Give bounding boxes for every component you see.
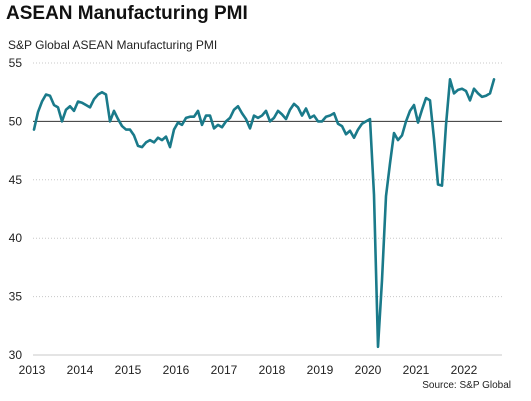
- x-tick-label: 2017: [211, 363, 238, 377]
- x-tick-label: 2016: [163, 363, 190, 377]
- chart-subtitle: S&P Global ASEAN Manufacturing PMI: [8, 38, 218, 52]
- x-tick-label: 2019: [307, 363, 334, 377]
- x-tick-label: 2020: [355, 363, 382, 377]
- source-note: Source: S&P Global: [422, 380, 511, 391]
- x-tick-label: 2022: [451, 363, 478, 377]
- y-axis-ticks: 55 50 45 40 35 30: [9, 56, 23, 362]
- y-tick-label: 45: [9, 173, 23, 187]
- y-tick-label: 35: [9, 290, 23, 304]
- x-tick-label: 2021: [403, 363, 430, 377]
- gridlines: [33, 62, 502, 298]
- x-tick-label: 2018: [259, 363, 286, 377]
- series-line-pmi: [32, 78, 496, 349]
- x-tick-label: 2013: [19, 363, 46, 377]
- y-tick-label: 30: [9, 348, 23, 362]
- x-tick-label: 2015: [115, 363, 142, 377]
- y-tick-label: 55: [9, 56, 23, 70]
- y-tick-label: 40: [9, 231, 23, 245]
- x-tick-label: 2014: [67, 363, 94, 377]
- chart-title: ASEAN Manufacturing PMI: [6, 3, 248, 24]
- y-tick-label: 50: [9, 114, 23, 128]
- x-axis-ticks: 2013 2014 2015 2016 2017 2018 2019 2020 2021 2022: [19, 363, 478, 377]
